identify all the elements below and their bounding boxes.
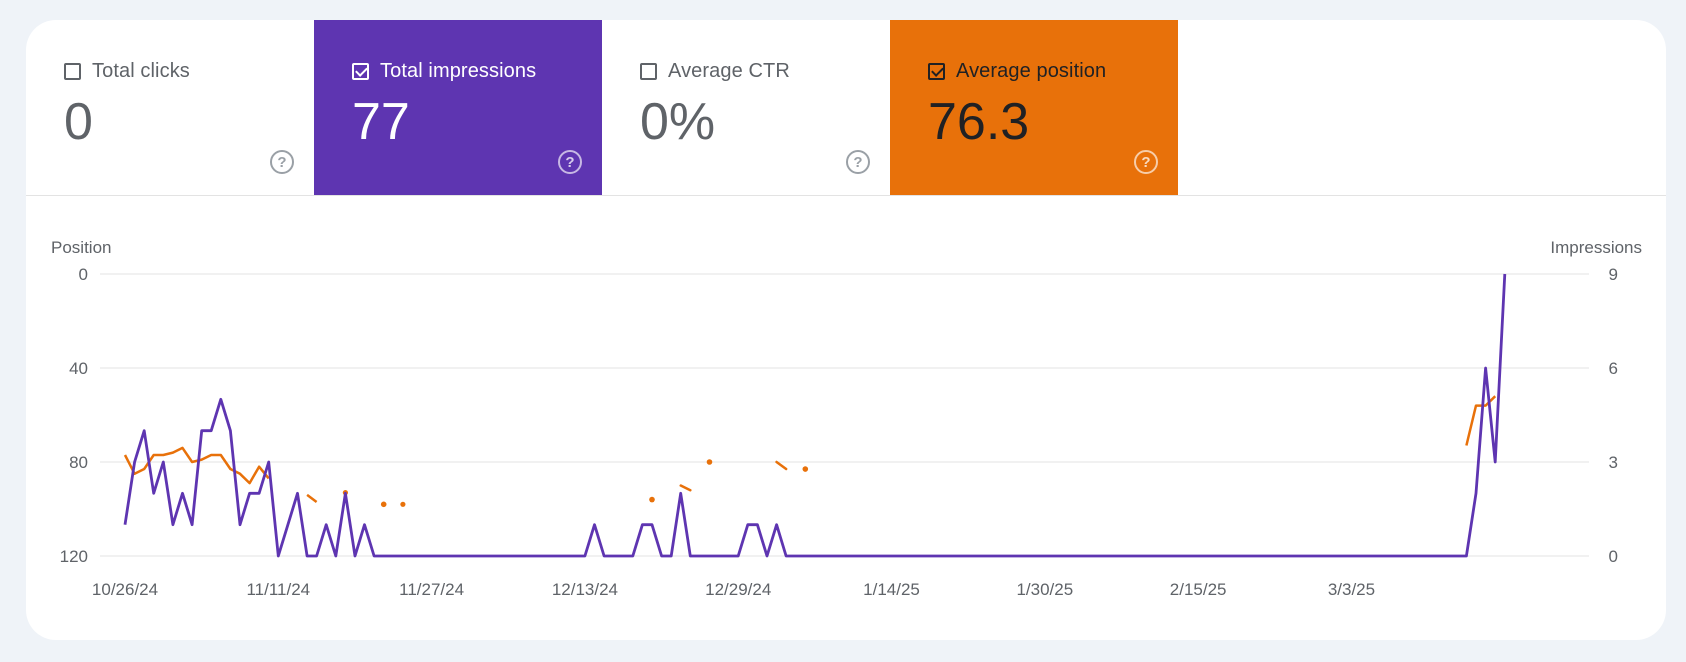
metric-total-clicks[interactable]: Total clicks 0 ? bbox=[26, 20, 314, 196]
x-tick-label: 1/14/25 bbox=[863, 580, 920, 599]
average-ctr-value: 0% bbox=[640, 93, 716, 151]
x-tick-label: 1/30/25 bbox=[1016, 580, 1073, 599]
help-icon[interactable]: ? bbox=[1134, 150, 1158, 174]
position-point bbox=[400, 501, 406, 507]
help-icon[interactable]: ? bbox=[846, 150, 870, 174]
total-impressions-label: Total impressions bbox=[380, 60, 537, 82]
y-left-tick-label: 40 bbox=[69, 359, 88, 378]
average-position-label: Average position bbox=[956, 60, 1107, 82]
total-clicks-value: 0 bbox=[64, 93, 93, 151]
help-icon[interactable]: ? bbox=[270, 150, 294, 174]
metric-average-ctr[interactable]: Average CTR 0% ? bbox=[602, 20, 890, 196]
y-right-tick-label: 6 bbox=[1609, 359, 1618, 378]
x-tick-label: 11/27/24 bbox=[399, 580, 464, 599]
x-tick-label: 2/15/25 bbox=[1170, 580, 1227, 599]
x-tick-label: 12/13/24 bbox=[552, 580, 618, 599]
position-point bbox=[380, 501, 387, 508]
position-point bbox=[802, 466, 809, 472]
position-segment bbox=[679, 484, 692, 492]
performance-card: 0 40 80 120 0 3 6 9 Position Impressions 10/26/24 1… bbox=[26, 20, 1666, 640]
position-line bbox=[1465, 395, 1497, 446]
metric-total-impressions[interactable]: Total impressions 77 ? bbox=[314, 20, 602, 196]
performance-chart: 0 40 80 120 0 3 6 9 Position Impressions 10/26/24 1… bbox=[51, 238, 1642, 599]
y-left-tick-label: 120 bbox=[60, 547, 88, 566]
y-left-axis-title: Position bbox=[51, 238, 111, 257]
position-point bbox=[706, 459, 713, 465]
metric-average-position[interactable]: Average position 76.3 ? bbox=[890, 20, 1178, 196]
average-position-value: 76.3 bbox=[928, 93, 1030, 151]
metrics-divider bbox=[26, 195, 1666, 196]
x-tick-label: 3/3/25 bbox=[1328, 580, 1375, 599]
y-right-tick-label: 3 bbox=[1609, 453, 1618, 472]
y-right-tick-label: 9 bbox=[1609, 265, 1618, 284]
x-tick-label: 12/29/24 bbox=[705, 580, 771, 599]
total-clicks-checkbox[interactable] bbox=[64, 63, 81, 80]
metric-tabs: Total clicks 0 ? Total impressions 77 ? … bbox=[26, 20, 1666, 196]
total-impressions-checkbox[interactable] bbox=[352, 63, 369, 80]
y-left-tick-label: 0 bbox=[79, 265, 88, 284]
y-right-axis-title: Impressions bbox=[1550, 238, 1642, 257]
x-tick-label: 11/11/24 bbox=[246, 580, 310, 599]
y-right-tick-label: 0 bbox=[1609, 547, 1618, 566]
impressions-line bbox=[123, 273, 1507, 558]
total-impressions-value: 77 bbox=[352, 93, 410, 151]
x-tick-label: 10/26/24 bbox=[92, 580, 158, 599]
average-ctr-checkbox[interactable] bbox=[640, 63, 657, 80]
total-clicks-label: Total clicks bbox=[92, 60, 190, 82]
help-icon[interactable]: ? bbox=[558, 150, 582, 174]
position-point bbox=[649, 496, 655, 503]
y-left-tick-label: 80 bbox=[69, 453, 88, 472]
position-line bbox=[306, 493, 318, 504]
average-position-checkbox[interactable] bbox=[928, 63, 945, 80]
position-segment bbox=[775, 460, 788, 471]
average-ctr-label: Average CTR bbox=[668, 60, 790, 82]
